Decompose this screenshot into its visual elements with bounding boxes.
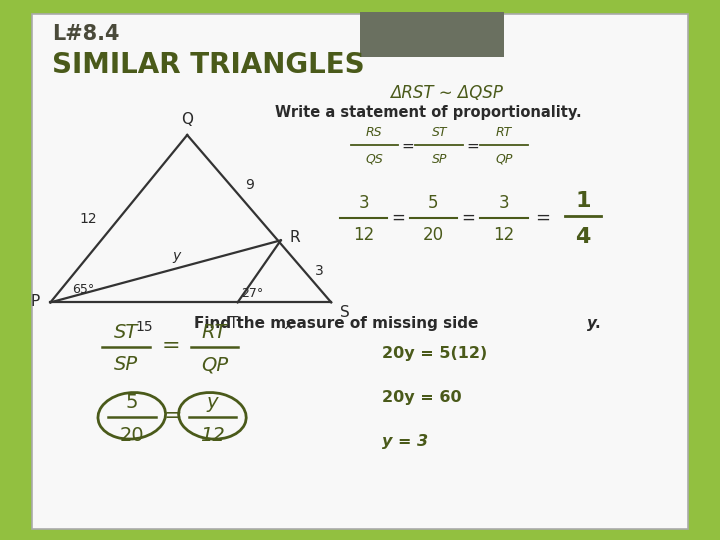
Text: RS: RS xyxy=(366,126,382,139)
Text: 5: 5 xyxy=(428,194,438,212)
Text: L#8.4: L#8.4 xyxy=(52,24,120,44)
Text: .: . xyxy=(595,316,600,331)
FancyBboxPatch shape xyxy=(32,14,688,529)
Text: 4: 4 xyxy=(575,227,591,247)
Text: 20y = 60: 20y = 60 xyxy=(382,390,462,405)
Text: =: = xyxy=(466,138,479,153)
Text: 12: 12 xyxy=(80,212,97,226)
Text: =: = xyxy=(391,208,405,227)
Text: 12: 12 xyxy=(493,226,515,244)
Text: QP: QP xyxy=(201,355,228,374)
Text: =: = xyxy=(163,406,182,426)
Text: 12: 12 xyxy=(353,226,374,244)
Text: RT: RT xyxy=(202,323,228,342)
Text: y: y xyxy=(207,393,218,412)
Text: =: = xyxy=(161,335,180,356)
Bar xyxy=(360,12,504,57)
Text: 27°: 27° xyxy=(241,287,264,300)
Text: 12: 12 xyxy=(200,426,225,444)
Text: =: = xyxy=(401,138,414,153)
Text: 3: 3 xyxy=(315,265,323,278)
Text: QP: QP xyxy=(495,153,513,166)
Text: 9: 9 xyxy=(245,178,253,192)
Text: 20: 20 xyxy=(120,426,144,444)
Text: 20y = 5(12): 20y = 5(12) xyxy=(382,346,487,361)
Text: =: = xyxy=(461,208,475,227)
Text: R: R xyxy=(289,230,300,245)
Text: RT: RT xyxy=(496,126,512,139)
Text: SIMILAR TRIANGLES: SIMILAR TRIANGLES xyxy=(52,51,364,79)
Text: Write a statement of proportionality.: Write a statement of proportionality. xyxy=(275,105,582,120)
Text: 65°: 65° xyxy=(72,283,94,296)
Text: Find the measure of missing side: Find the measure of missing side xyxy=(194,316,484,331)
Text: SP: SP xyxy=(114,355,138,374)
Text: 15: 15 xyxy=(135,320,153,334)
Text: x: x xyxy=(284,318,292,332)
Text: y = 3: y = 3 xyxy=(382,434,428,449)
Text: 20: 20 xyxy=(423,226,444,244)
Text: Q: Q xyxy=(181,112,193,127)
Text: 3: 3 xyxy=(359,194,369,212)
Text: y: y xyxy=(173,249,181,263)
Text: 3: 3 xyxy=(499,194,509,212)
Text: =: = xyxy=(535,208,549,227)
Text: 5: 5 xyxy=(125,393,138,412)
Text: ST: ST xyxy=(114,323,138,342)
Text: y: y xyxy=(587,316,597,331)
Text: T: T xyxy=(229,316,239,331)
Text: ΔRST ∼ ΔQSP: ΔRST ∼ ΔQSP xyxy=(390,84,503,102)
Text: QS: QS xyxy=(366,153,383,166)
Text: 1: 1 xyxy=(575,191,591,211)
Text: SP: SP xyxy=(431,153,447,166)
Text: ST: ST xyxy=(431,126,447,139)
Text: S: S xyxy=(340,305,350,320)
Text: P: P xyxy=(30,294,40,309)
